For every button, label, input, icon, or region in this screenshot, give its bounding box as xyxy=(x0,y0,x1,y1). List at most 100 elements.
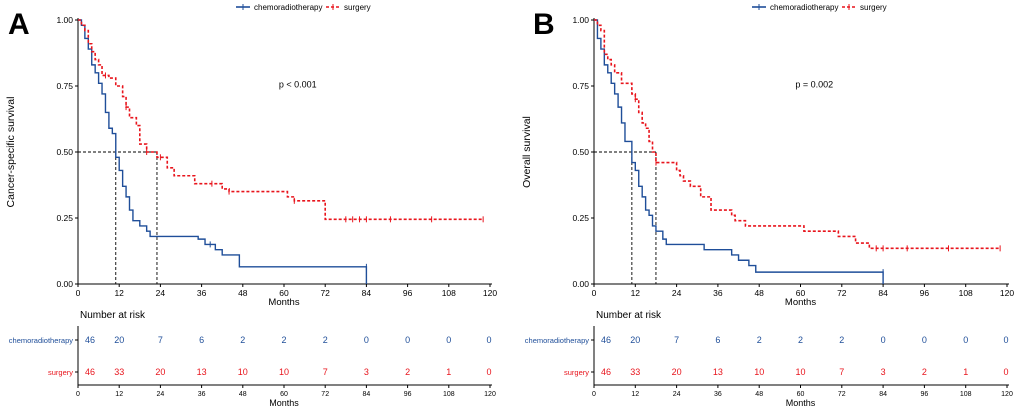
risk-count: 0 xyxy=(486,367,491,377)
x-tick-label: 0 xyxy=(592,288,597,298)
risk-count: 2 xyxy=(757,335,762,345)
risk-count: 10 xyxy=(795,367,805,377)
x-axis-title: Months xyxy=(268,297,299,308)
y-tick-label: 0.50 xyxy=(572,147,589,157)
risk-count: 20 xyxy=(630,335,640,345)
panel-a: A0.000.250.500.751.000 12 24 36 48 60 72 84 96 10… xyxy=(5,8,497,408)
y-axis-title: Overall survival xyxy=(521,116,533,188)
risk-count: 7 xyxy=(674,335,679,345)
risk-table-title: Number at risk xyxy=(80,310,146,321)
risk-count: 2 xyxy=(798,335,803,345)
x-tick-label: 36 xyxy=(713,288,723,298)
risk-x-tick-label: 84 xyxy=(879,391,887,398)
y-tick-label: 0.00 xyxy=(56,279,73,289)
panel-label-a: A xyxy=(8,8,30,41)
risk-count: 33 xyxy=(630,367,640,377)
risk-x-axis-title: Months xyxy=(269,398,299,408)
risk-count: 33 xyxy=(114,367,124,377)
x-tick-label: 120 xyxy=(483,288,497,298)
risk-x-tick-label: 72 xyxy=(838,391,846,398)
y-tick-label: 0.25 xyxy=(572,213,589,223)
y-axis-title: Cancer-specific survival xyxy=(5,97,17,208)
risk-count: 7 xyxy=(839,367,844,377)
y-tick-label: 0.00 xyxy=(572,279,589,289)
risk-x-tick-label: 96 xyxy=(921,391,929,398)
legend-label-surgery: surgery xyxy=(344,3,371,12)
risk-x-tick-label: 12 xyxy=(631,391,639,398)
risk-count: 0 xyxy=(963,335,968,345)
risk-count: 10 xyxy=(238,367,248,377)
x-tick-label: 12 xyxy=(631,288,641,298)
risk-x-tick-label: 108 xyxy=(443,391,455,398)
risk-count: 2 xyxy=(240,335,245,345)
risk-count: 0 xyxy=(1003,335,1008,345)
x-tick-label: 24 xyxy=(156,288,166,298)
risk-count: 0 xyxy=(446,335,451,345)
risk-count: 20 xyxy=(114,335,124,345)
risk-x-tick-label: 48 xyxy=(239,391,247,398)
x-tick-label: 96 xyxy=(403,288,413,298)
risk-x-tick-label: 0 xyxy=(76,391,80,398)
x-tick-label: 24 xyxy=(672,288,682,298)
risk-count: 6 xyxy=(199,335,204,345)
x-tick-label: 108 xyxy=(959,288,973,298)
x-axis-title: Months xyxy=(785,297,816,308)
x-tick-label: 96 xyxy=(920,288,930,298)
legend-a: chemoradiotherapy surgery xyxy=(236,3,371,12)
risk-count: 2 xyxy=(839,335,844,345)
x-tick-label: 60 xyxy=(279,288,289,298)
risk-x-tick-label: 120 xyxy=(484,391,496,398)
risk-x-tick-label: 60 xyxy=(280,391,288,398)
risk-x-tick-label: 36 xyxy=(198,391,206,398)
panel-label-b: B xyxy=(533,8,555,41)
risk-x-tick-label: 36 xyxy=(714,391,722,398)
risk-count: 0 xyxy=(1003,367,1008,377)
y-tick-label: 0.75 xyxy=(56,81,73,91)
risk-count: 0 xyxy=(486,335,491,345)
risk-count: 46 xyxy=(85,335,95,345)
p-value: p = 0.002 xyxy=(795,79,833,89)
risk-count: 20 xyxy=(155,367,165,377)
risk-count: 0 xyxy=(405,335,410,345)
x-tick-label: 48 xyxy=(238,288,248,298)
y-tick-label: 0.25 xyxy=(56,213,73,223)
risk-row-label-chemoradiotherapy: chemoradiotherapy xyxy=(9,336,73,345)
risk-x-tick-label: 24 xyxy=(157,391,165,398)
x-tick-label: 72 xyxy=(837,288,847,298)
y-tick-label: 0.50 xyxy=(56,147,73,157)
risk-x-axis-title: Months xyxy=(786,398,816,408)
x-tick-label: 120 xyxy=(1000,288,1014,298)
risk-count: 3 xyxy=(881,367,886,377)
risk-count: 10 xyxy=(754,367,764,377)
legend-b: chemoradiotherapy surgery xyxy=(752,3,887,12)
risk-x-tick-label: 108 xyxy=(960,391,972,398)
risk-count: 7 xyxy=(323,367,328,377)
risk-count: 2 xyxy=(281,335,286,345)
risk-x-tick-label: 60 xyxy=(797,391,805,398)
y-tick-label: 1.00 xyxy=(56,15,73,25)
risk-count: 46 xyxy=(601,367,611,377)
risk-row-label-surgery: surgery xyxy=(48,368,73,377)
risk-row-label-surgery: surgery xyxy=(564,368,589,377)
risk-count: 6 xyxy=(715,335,720,345)
risk-count: 1 xyxy=(446,367,451,377)
risk-x-tick-label: 72 xyxy=(321,391,329,398)
risk-table-title: Number at risk xyxy=(596,310,662,321)
p-value: p < 0.001 xyxy=(279,79,317,89)
risk-count: 20 xyxy=(672,367,682,377)
risk-x-tick-label: 96 xyxy=(404,391,412,398)
x-tick-label: 84 xyxy=(878,288,888,298)
risk-count: 46 xyxy=(601,335,611,345)
y-tick-label: 1.00 xyxy=(572,15,589,25)
curve-chemoradiotherapy xyxy=(594,19,884,284)
legend-label-chemoradiotherapy: chemoradiotherapy xyxy=(770,3,838,12)
risk-count: 46 xyxy=(85,367,95,377)
risk-count: 1 xyxy=(963,367,968,377)
risk-count: 3 xyxy=(364,367,369,377)
risk-x-tick-label: 0 xyxy=(592,391,596,398)
curve-surgery xyxy=(78,19,484,221)
risk-count: 2 xyxy=(922,367,927,377)
risk-count: 2 xyxy=(405,367,410,377)
risk-count: 13 xyxy=(197,367,207,377)
